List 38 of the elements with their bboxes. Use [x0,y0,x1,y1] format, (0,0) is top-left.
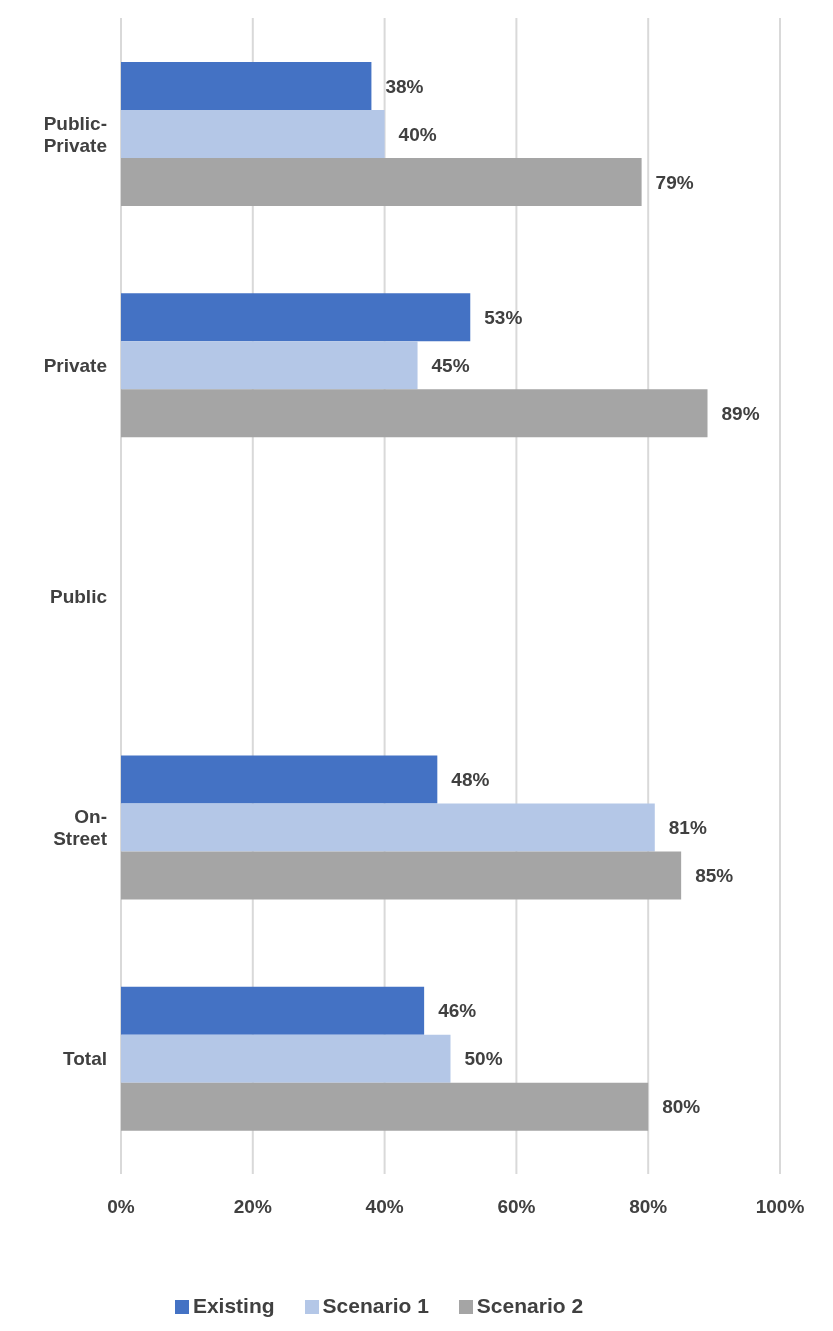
data-label: 45% [431,354,470,376]
y-tick-label: Total [63,1047,107,1069]
data-label: 79% [655,171,694,193]
x-tick-label: 20% [233,1196,272,1218]
x-tick-label: 0% [107,1196,135,1218]
x-tick-label: 80% [629,1196,668,1218]
bar [121,986,425,1035]
data-label: 53% [484,306,523,328]
data-label: 85% [695,865,734,887]
bar [121,109,385,158]
bar [121,1082,649,1131]
bar [121,755,438,804]
data-label: 38% [385,75,424,97]
data-label: 80% [662,1096,701,1118]
x-tick-label: 100% [755,1196,805,1218]
x-tick-label: 40% [365,1196,404,1218]
data-label: 81% [668,817,707,839]
data-label: 46% [438,1000,477,1022]
bar [121,293,471,342]
bar [121,61,372,110]
y-tick-label: Public [49,585,108,607]
bar [121,851,682,900]
data-label: 40% [398,123,437,145]
data-label: 50% [464,1048,503,1070]
data-label: 89% [721,402,760,424]
bar [121,1034,451,1083]
bar [121,389,708,438]
bar [121,341,418,390]
y-tick-label: Private [43,354,107,376]
legend-label: Existing [192,1294,275,1317]
bar [121,803,655,852]
bar [121,157,642,206]
x-tick-label: 60% [497,1196,536,1218]
y-tick-label: Public-Private [43,112,107,156]
legend-label: Scenario 2 [476,1294,584,1317]
legend-label: Scenario 1 [322,1294,429,1317]
data-label: 48% [451,769,490,791]
y-tick-label: On-Street [53,805,108,849]
